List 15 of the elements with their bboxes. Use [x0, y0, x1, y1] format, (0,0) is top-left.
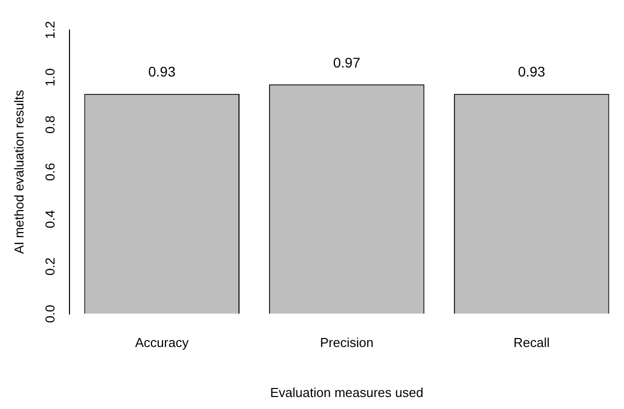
x-tick-label: Recall [514, 335, 550, 350]
x-axis-title: Evaluation measures used [270, 384, 424, 400]
data-label: 0.97 [333, 54, 361, 70]
x-tick-label: Precision [320, 335, 374, 350]
y-tick-label: 0.6 [42, 162, 58, 181]
x-tick-label: Accuracy [135, 335, 190, 350]
data-label: 0.93 [518, 64, 546, 80]
y-tick-label: 0.4 [42, 210, 58, 228]
y-tick-label: 0.2 [42, 257, 58, 276]
y-tick-label: 0.8 [42, 116, 58, 134]
y-tick-label: 1.0 [42, 68, 58, 86]
data-label: 0.93 [148, 64, 176, 80]
y-axis-title: AI method evaluation results [11, 89, 26, 254]
y-tick-label: 0.0 [42, 304, 58, 323]
y-tick-label: 1.2 [42, 20, 58, 40]
